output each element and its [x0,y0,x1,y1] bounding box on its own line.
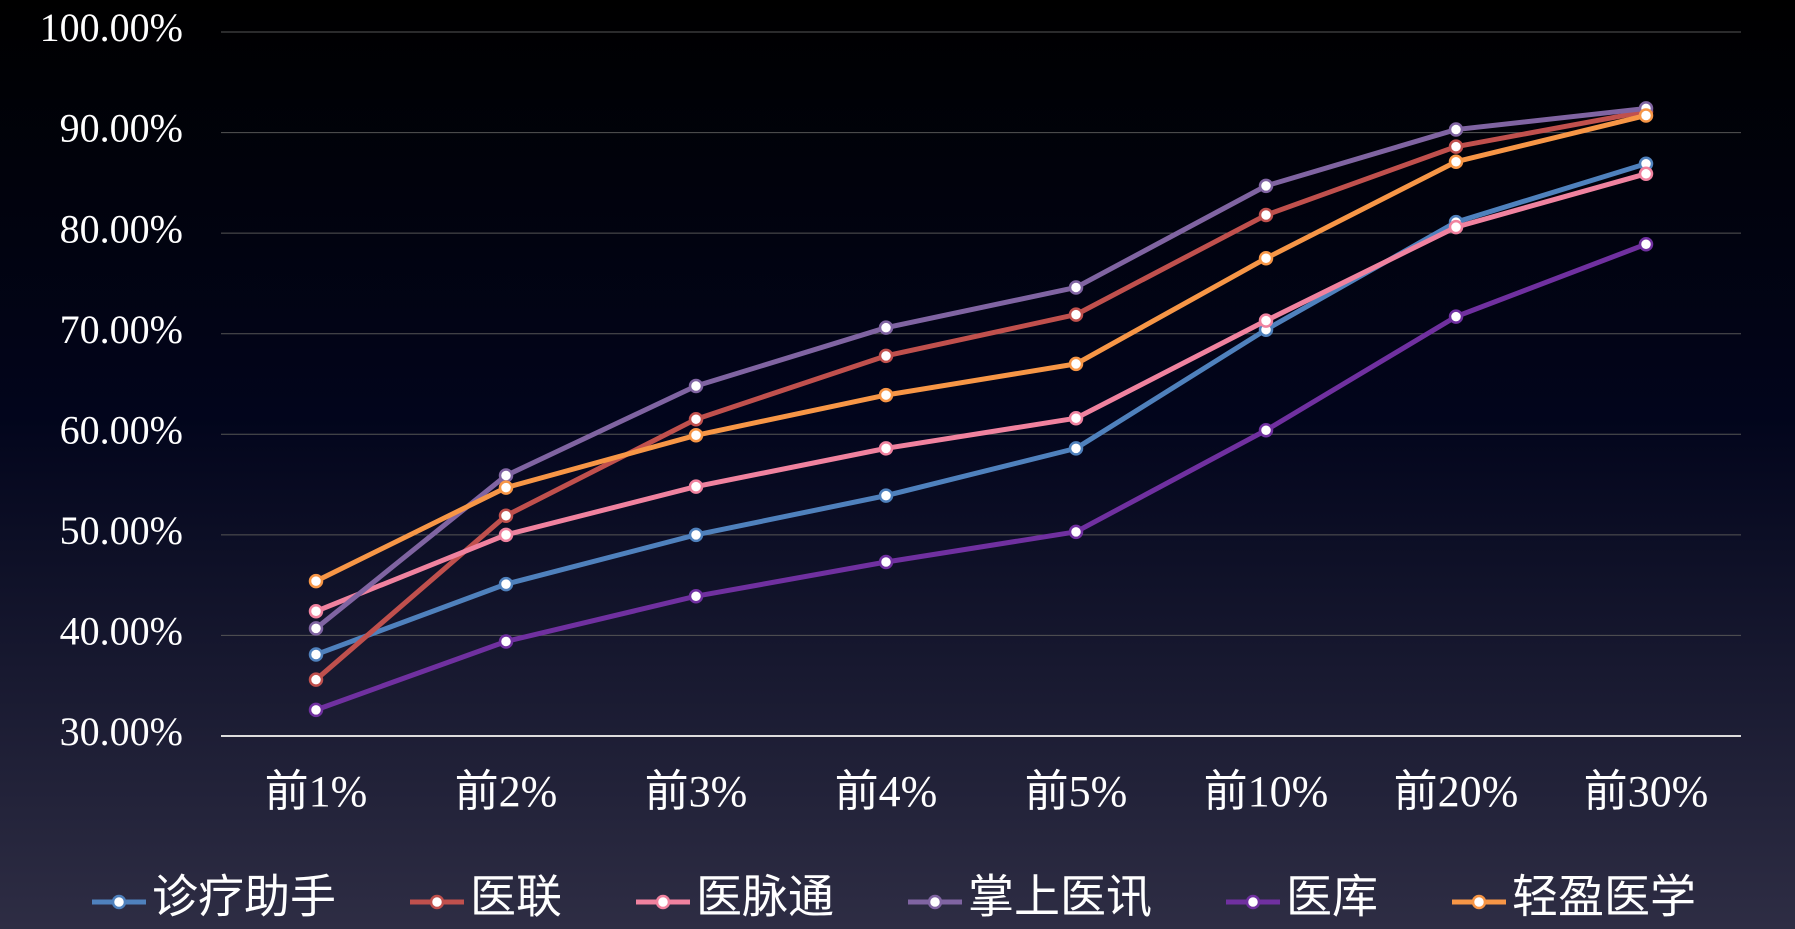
point-marker [308,672,324,687]
x-tick-label: 前10% [1204,767,1329,816]
y-tick-label: 90.00% [60,106,183,151]
point-marker [1638,236,1654,252]
point-marker [1258,423,1274,438]
y-tick-label: 100.00% [40,5,183,50]
point-marker [308,647,324,662]
legend-label: 诊疗助手 [152,872,336,923]
legend-marker [1471,894,1487,910]
y-tick-label: 70.00% [60,307,183,352]
point-marker [1258,207,1274,223]
legend-marker [655,894,671,910]
y-tick-label: 80.00% [60,206,183,251]
point-marker [1448,122,1464,137]
y-tick-label: 30.00% [60,709,183,754]
x-tick-label: 前2% [455,767,558,816]
point-marker [1068,280,1084,295]
x-tick-label: 前20% [1394,767,1519,816]
point-marker [1068,307,1084,322]
series-line [314,105,1647,631]
point-marker [1068,356,1084,372]
series-line [314,113,1647,584]
legend-label: 掌上医讯 [968,872,1152,923]
legend-label: 医库 [1286,872,1378,923]
y-tick-label: 40.00% [60,609,183,654]
legend-marker [111,894,127,910]
legend-marker [927,894,943,910]
point-marker [498,480,514,495]
point-marker [688,428,704,443]
point-marker [688,588,704,604]
point-marker [1638,108,1654,123]
point-marker [1258,313,1274,328]
point-marker [878,348,894,364]
x-tick-label: 前3% [645,767,748,816]
point-marker [1448,139,1464,154]
x-tick-label: 前5% [1025,767,1128,816]
point-marker [308,621,324,636]
point-marker [1638,166,1654,182]
point-marker [1448,154,1464,169]
point-marker [308,573,324,589]
legend-label: 医联 [470,872,562,923]
point-marker [1258,251,1274,266]
legend-label: 医脉通 [696,872,834,923]
point-marker [498,508,514,523]
point-marker [1068,410,1084,426]
x-tick-label: 前30% [1584,767,1709,816]
series-line [315,171,1647,614]
point-marker [498,576,514,592]
point-marker [1258,178,1274,194]
series-line [314,108,1647,682]
legend-marker [1245,894,1261,910]
point-marker [878,554,894,570]
x-tick-label: 前1% [265,767,368,816]
y-tick-label: 50.00% [60,508,183,553]
point-marker [878,320,894,335]
series-line [315,241,1647,713]
point-marker [688,378,704,394]
point-marker [308,702,324,718]
y-tick-label: 60.00% [60,407,183,452]
point-marker [308,604,324,619]
x-tick-label: 前4% [835,767,938,816]
point-marker [1068,441,1084,456]
point-marker [1068,524,1084,540]
point-marker [878,488,894,503]
point-marker [498,527,514,543]
point-marker [1448,309,1464,324]
point-marker [688,479,704,494]
point-marker [688,527,704,543]
point-marker [878,387,894,403]
legend-marker [429,894,445,910]
point-marker [688,411,704,427]
point-marker [498,634,514,649]
legend-label: 轻盈医学 [1512,872,1696,923]
point-marker [498,468,514,483]
point-marker [878,441,894,456]
point-marker [1448,219,1464,235]
